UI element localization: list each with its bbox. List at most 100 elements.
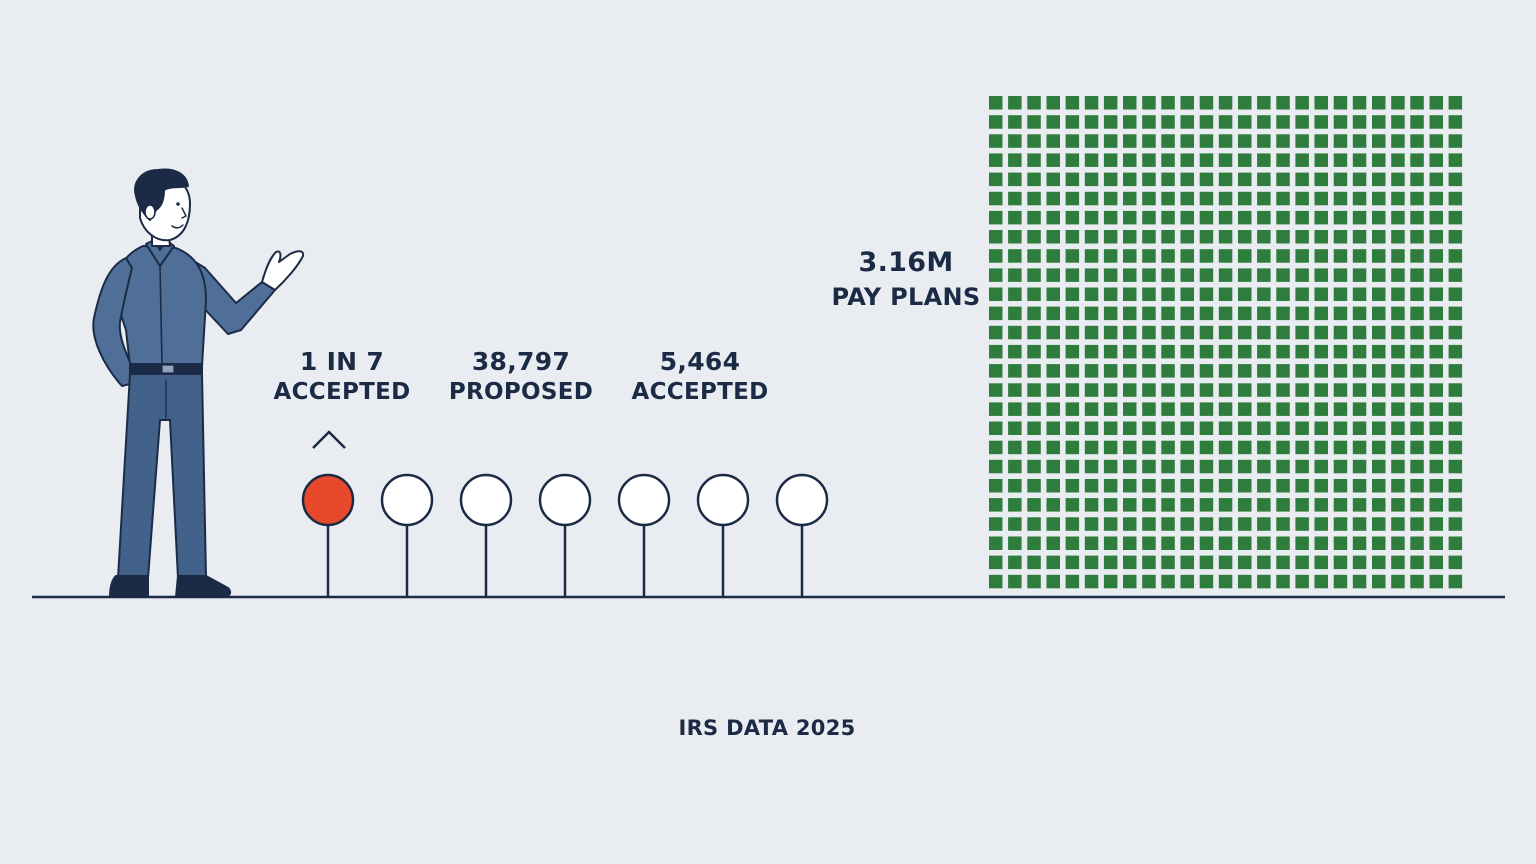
grid-square bbox=[1008, 536, 1022, 550]
grid-square bbox=[1314, 306, 1328, 321]
grid-square bbox=[1352, 115, 1367, 129]
grid-square bbox=[1180, 249, 1194, 263]
grid-square bbox=[1295, 172, 1309, 187]
person-hand bbox=[261, 250, 305, 291]
grid-square bbox=[1257, 153, 1271, 167]
grid-square bbox=[1084, 440, 1099, 455]
grid-square bbox=[1103, 96, 1118, 110]
grid-square bbox=[1123, 536, 1137, 550]
grid-square bbox=[1218, 249, 1233, 263]
grid-square bbox=[1448, 517, 1463, 531]
grid-square bbox=[1448, 459, 1463, 474]
grid-square bbox=[1199, 172, 1214, 187]
grid-square bbox=[989, 402, 1003, 416]
grid-square bbox=[1103, 536, 1118, 550]
grid-square bbox=[1046, 555, 1060, 570]
grid-square bbox=[1238, 153, 1252, 167]
grid-square bbox=[1123, 498, 1137, 512]
grid-square bbox=[1314, 210, 1328, 225]
grid-square bbox=[1257, 383, 1271, 397]
grid-square bbox=[1218, 536, 1233, 550]
grid-square bbox=[1123, 287, 1137, 301]
grid-square bbox=[1103, 344, 1118, 359]
grid-square bbox=[1142, 325, 1156, 340]
grid-square bbox=[1314, 479, 1328, 493]
grid-square bbox=[1333, 96, 1348, 110]
grid-square bbox=[1448, 325, 1463, 340]
grid-square bbox=[1027, 153, 1041, 167]
grid-square bbox=[1314, 440, 1328, 455]
grid-square bbox=[1276, 249, 1290, 263]
grid-square bbox=[989, 172, 1003, 187]
grid-square bbox=[1008, 172, 1022, 187]
grid-square bbox=[1180, 364, 1194, 378]
grid-square bbox=[1218, 459, 1233, 474]
grid-square bbox=[1123, 191, 1137, 206]
grid-square bbox=[1238, 210, 1252, 225]
grid-square bbox=[1333, 364, 1348, 378]
grid-square bbox=[1391, 134, 1405, 148]
grid-square bbox=[1276, 555, 1290, 570]
grid-square bbox=[1123, 459, 1137, 474]
grid-square bbox=[1142, 421, 1156, 435]
grid-square bbox=[1372, 115, 1386, 129]
grid-square bbox=[1352, 153, 1367, 167]
grid-square bbox=[1391, 306, 1405, 321]
grid-square bbox=[1295, 517, 1309, 531]
grid-square bbox=[1372, 210, 1386, 225]
grid-square bbox=[1410, 153, 1424, 167]
grid-square bbox=[1372, 574, 1386, 589]
grid-square bbox=[1027, 210, 1041, 225]
grid-square bbox=[1027, 498, 1041, 512]
grid-square bbox=[1333, 555, 1348, 570]
pay-plans-label: 3.16M PAY PLANS bbox=[826, 246, 986, 314]
grid-square bbox=[1199, 383, 1214, 397]
pin-head bbox=[696, 473, 750, 527]
grid-square bbox=[1084, 536, 1099, 550]
grid-square bbox=[1372, 191, 1386, 206]
grid-square bbox=[1429, 421, 1443, 435]
grid-square bbox=[1046, 459, 1060, 474]
grid-square bbox=[1372, 459, 1386, 474]
grid-square bbox=[1314, 115, 1328, 129]
grid-square bbox=[1084, 287, 1099, 301]
grid-square bbox=[1333, 306, 1348, 321]
grid-square bbox=[1314, 153, 1328, 167]
grid-square bbox=[1410, 421, 1424, 435]
grid-square bbox=[1333, 115, 1348, 129]
grid-square bbox=[1046, 498, 1060, 512]
grid-square bbox=[1180, 536, 1194, 550]
grid-square bbox=[1448, 402, 1463, 416]
grid-square bbox=[1046, 517, 1060, 531]
grid-square bbox=[1008, 555, 1022, 570]
grid-square bbox=[1429, 383, 1443, 397]
grid-square bbox=[1448, 498, 1463, 512]
grid-square bbox=[989, 344, 1003, 359]
grid-square bbox=[1065, 555, 1080, 570]
pin-row bbox=[301, 473, 829, 597]
grid-square bbox=[989, 153, 1003, 167]
grid-square bbox=[1410, 210, 1424, 225]
grid-square bbox=[1429, 268, 1443, 282]
grid-square bbox=[1352, 210, 1367, 225]
grid-square bbox=[1161, 402, 1175, 416]
grid-square bbox=[1027, 230, 1041, 244]
grid-square bbox=[1238, 249, 1252, 263]
grid-square bbox=[1199, 134, 1214, 148]
grid-square bbox=[1352, 574, 1367, 589]
grid-square bbox=[1295, 287, 1309, 301]
grid-square bbox=[1142, 306, 1156, 321]
grid-square bbox=[1372, 402, 1386, 416]
grid-square bbox=[1352, 479, 1367, 493]
grid-square bbox=[1391, 230, 1405, 244]
grid-square bbox=[1103, 517, 1118, 531]
grid-square bbox=[1352, 555, 1367, 570]
grid-square bbox=[1103, 115, 1118, 129]
grid-square bbox=[1257, 574, 1271, 589]
grid-square bbox=[1238, 344, 1252, 359]
grid-square bbox=[1142, 364, 1156, 378]
grid-square bbox=[1448, 306, 1463, 321]
grid-square bbox=[1218, 230, 1233, 244]
grid-square bbox=[1276, 402, 1290, 416]
grid-square bbox=[1295, 153, 1309, 167]
